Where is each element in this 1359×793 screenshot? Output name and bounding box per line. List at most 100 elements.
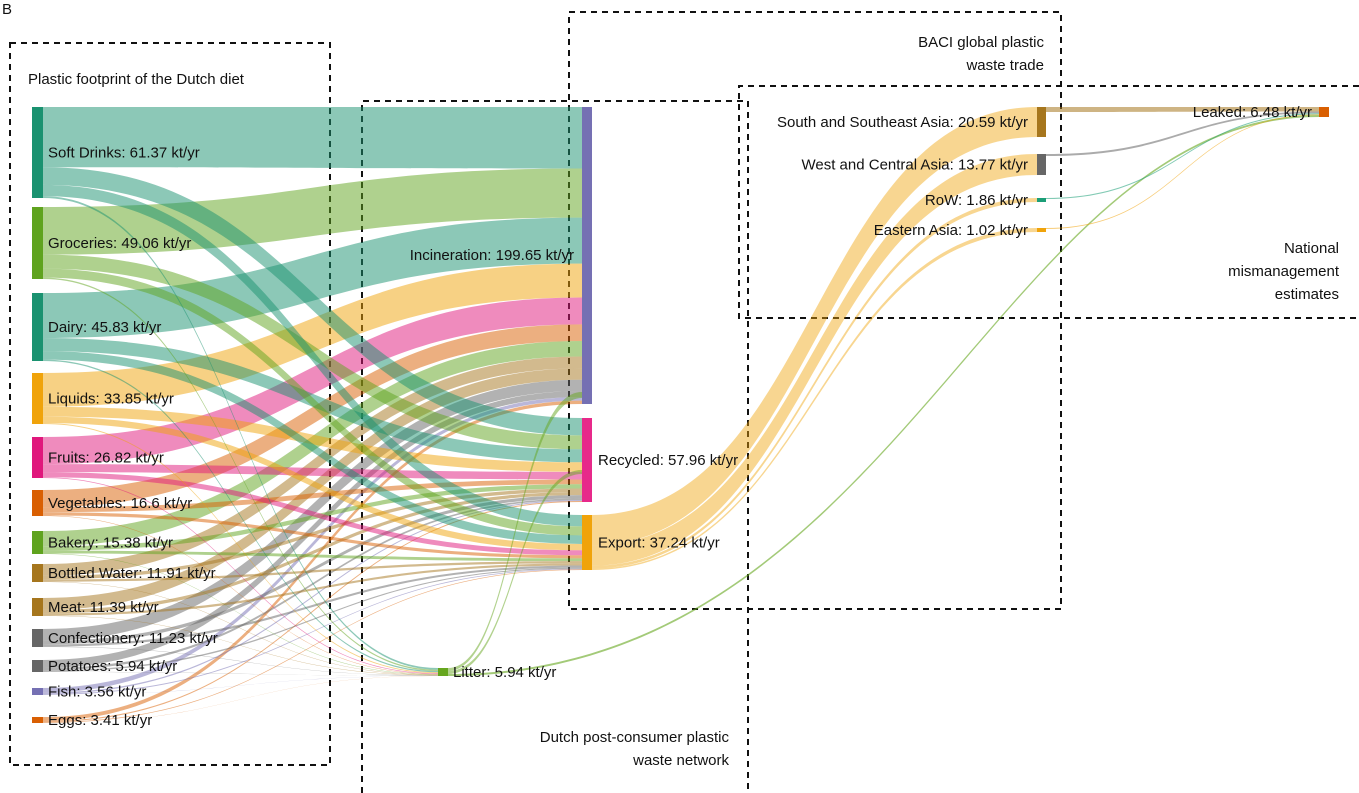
footprint-section-title: Plastic footprint of the Dutch diet [28,71,245,88]
node-ea [1037,228,1046,232]
flow-link-meat-to-export [43,563,582,616]
network-section-title-line-1: Dutch post-consumer plastic [540,729,730,746]
label-dairy: Dairy: 45.83 kt/yr [48,319,161,336]
node-liquids [32,373,43,424]
flow-link-bottled-water-to-litter [43,581,438,676]
label-vegetables: Vegetables: 16.6 kt/yr [48,495,192,512]
label-bakery: Bakery: 15.38 kt/yr [48,534,173,551]
flow-link-bakery-to-recycled [43,484,582,551]
node-vegetables [32,490,43,516]
flow-link-bottled-water-to-incineration [43,356,582,576]
flow-link-fruits-to-recycled [43,464,582,480]
flow-link-confectionery-to-litter [43,646,438,676]
node-wca [1037,154,1046,175]
label-soft-drinks: Soft Drinks: 61.37 kt/yr [48,144,200,161]
label-fish: Fish: 3.56 kt/yr [48,683,146,700]
mismanagement-section-box [738,85,1359,319]
flow-link-export-to-ea [592,228,1037,570]
flow-link-bakery-to-litter [43,553,438,675]
node-ssea [1037,107,1046,137]
label-groceries: Groceries: 49.06 kt/yr [48,235,191,252]
node-bakery [32,531,43,554]
node-soft-drinks [32,107,43,198]
node-recycled [582,418,592,502]
label-incineration: Incineration: 199.65 kt/yr [410,247,574,264]
flow-link-export-to-row [592,198,1037,569]
mismanagement-section-title-line-1: National [1284,240,1339,257]
label-confectionery: Confectionery: 11.23 kt/yr [48,630,218,647]
label-ssea: South and Southeast Asia: 20.59 kt/yr [777,114,1028,131]
flow-link-dairy-to-export [43,351,582,544]
flow-link-groceries-to-export [43,268,582,536]
flow-link-confectionery-to-export [43,565,582,647]
flow-link-vegetables-to-recycled [43,479,582,513]
node-potatoes [32,660,43,672]
flow-link-export-to-ssea [592,107,1037,546]
flow-link-groceries-to-litter [43,277,438,672]
mismanagement-section-title-line-3: estimates [1275,286,1339,303]
flow-link-liquids-to-export [43,416,582,551]
node-fruits [32,437,43,478]
flow-link-eggs-to-litter [43,675,438,723]
flow-link-soft-drinks-to-recycled [43,167,582,436]
label-liquids: Liquids: 33.85 kt/yr [48,390,174,407]
flow-link-meat-to-incineration [43,368,582,610]
label-ea: Eastern Asia: 1.02 kt/yr [874,222,1028,239]
flow-link-ea-to-leaked [1046,114,1319,229]
node-labels: Soft Drinks: 61.37 kt/yr Groceries: 49.06… [48,104,1312,729]
flow-link-potatoes-to-litter [43,671,438,676]
flow-link-meat-to-recycled [43,491,582,614]
node-bottled-water [32,564,43,582]
trade-section-box [568,11,1062,610]
flow-link-eggs-to-incineration [43,400,582,721]
flow-link-potatoes-to-recycled [43,498,582,671]
flow-link-eggs-to-recycled [43,501,582,723]
flow-links [43,107,1319,723]
trade-section-title-line-1: BACI global plastic [918,34,1044,51]
flow-link-litter-to-recycled [448,470,582,674]
flow-link-soft-drinks-to-litter [43,196,438,670]
label-recycled: Recycled: 57.96 kt/yr [598,452,738,469]
flow-link-dairy-to-litter [43,359,438,673]
flow-link-vegetables-to-litter [43,515,438,675]
flow-link-fruits-to-incineration [43,297,582,465]
flow-link-liquids-to-recycled [43,406,582,472]
label-litter: Litter: 5.94 kt/yr [453,664,556,681]
label-fruits: Fruits: 26.82 kt/yr [48,449,164,466]
network-section-title-line-2: waste network [632,752,729,769]
flow-link-fruits-to-litter [43,477,438,674]
flow-link-fruits-to-export [43,472,582,556]
flow-link-fish-to-incineration [43,397,582,693]
flow-nodes [32,107,1329,723]
flow-link-meat-to-litter [43,615,438,676]
node-litter [438,668,448,676]
trade-section-title-line-2: waste trade [965,57,1044,74]
flow-link-eggs-to-export [43,569,582,723]
node-fish [32,688,43,695]
flow-link-potatoes-to-export [43,567,582,672]
node-eggs [32,717,43,723]
flow-link-row-to-leaked [1046,113,1319,199]
flow-link-ssea-to-leaked [1046,107,1319,112]
flow-link-bottled-water-to-export [43,561,582,582]
mismanagement-section-title-line-2: mismanagement [1228,263,1340,280]
label-export: Export: 37.24 kt/yr [598,534,720,551]
label-meat: Meat: 11.39 kt/yr [48,599,159,616]
flow-link-litter-to-incineration [448,392,582,671]
flow-link-groceries-to-incineration [43,168,582,255]
footprint-section-box [9,42,331,766]
flow-link-vegetables-to-export [43,512,582,559]
node-groceries [32,207,43,279]
flow-link-soft-drinks-to-incineration [43,107,582,169]
label-wca: West and Central Asia: 13.77 kt/yr [801,156,1028,173]
flow-link-wca-to-leaked [1046,111,1319,156]
node-incineration [582,107,592,404]
node-dairy [32,293,43,361]
node-meat [32,598,43,616]
node-leaked [1319,107,1329,117]
label-bottled-water: Bottled Water: 11.91 kt/yr [48,565,216,582]
flow-link-liquids-to-litter [43,423,438,674]
node-confectionery [32,629,43,647]
node-export [582,515,592,570]
